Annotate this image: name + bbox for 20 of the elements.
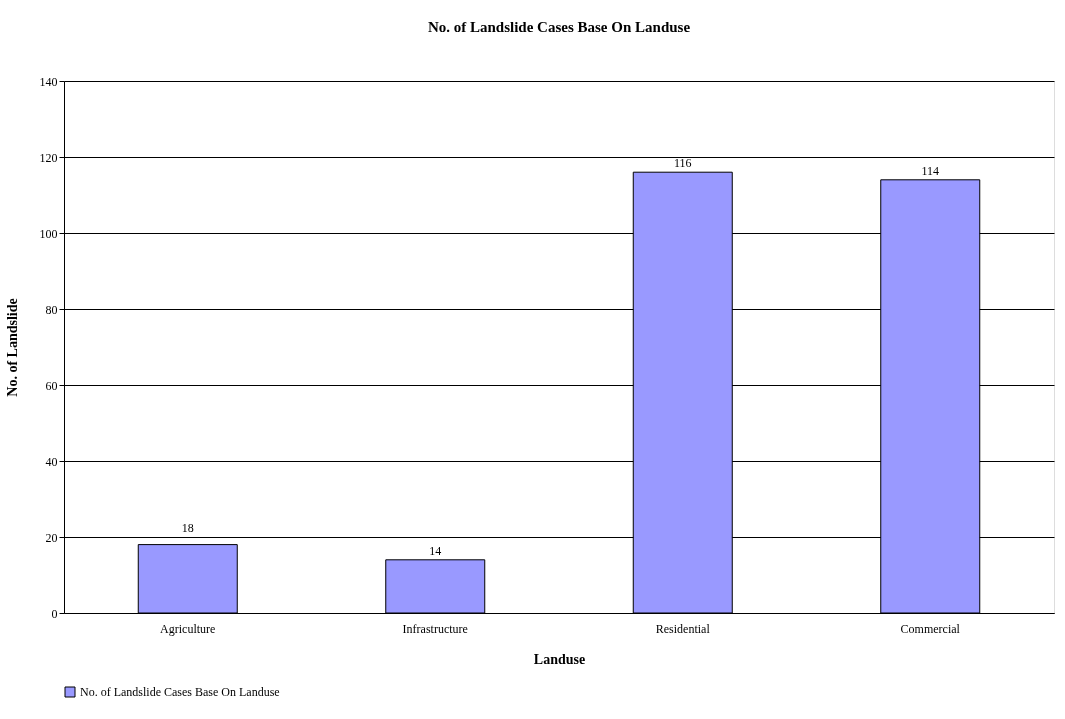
- chart-title: No. of Landslide Cases Base On Landuse: [427, 19, 691, 35]
- x-tick-label: Residential: [655, 621, 711, 636]
- data-label: 18: [181, 520, 194, 535]
- y-tick-label: 20: [45, 530, 58, 545]
- y-tick-label: 120: [39, 150, 58, 165]
- x-tick-label: Infrastructure: [402, 621, 468, 636]
- y-tick-label: 100: [39, 226, 58, 241]
- data-label: 116: [673, 155, 692, 170]
- x-tick-label: Agriculture: [160, 621, 216, 636]
- data-label: 114: [921, 163, 940, 178]
- legend-label: No. of Landslide Cases Base On Landuse: [80, 685, 280, 699]
- y-tick-label: 80: [45, 302, 58, 317]
- y-tick-label: 40: [45, 454, 58, 469]
- x-axis-title: Landuse: [533, 651, 586, 667]
- y-axis-title: No. of Landslide: [4, 298, 20, 397]
- data-label: 14: [429, 543, 442, 558]
- y-tick-label: 0: [51, 606, 58, 621]
- y-tick-label: 60: [45, 378, 58, 393]
- x-tick-label: Commercial: [900, 621, 961, 636]
- y-tick-label: 140: [39, 74, 58, 89]
